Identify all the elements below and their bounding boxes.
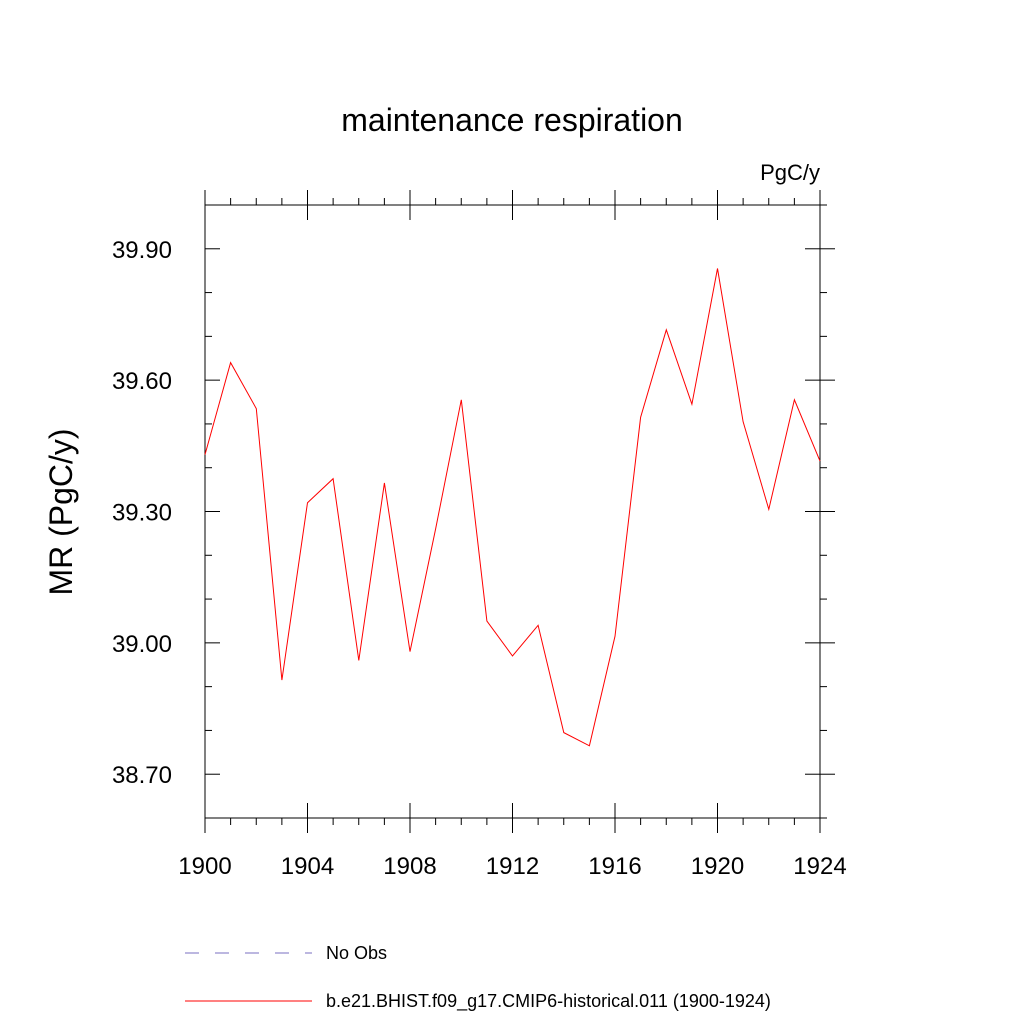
series-line	[204, 268, 821, 747]
legend-label: b.e21.BHIST.f09_g17.CMIP6-historical.011…	[326, 991, 771, 1012]
y-tick-label: 39.30	[112, 500, 172, 527]
x-tick-label: 1908	[383, 853, 436, 880]
y-tick-label: 39.90	[112, 237, 172, 264]
x-tick-label: 1924	[793, 853, 846, 880]
y-tick-label: 38.70	[112, 762, 172, 789]
legend-label: No Obs	[326, 943, 387, 963]
units-label: PgC/y	[760, 160, 820, 185]
x-tick-label: 1904	[281, 853, 334, 880]
tick-labels: 1900 1904 1908 1912 1916 1920 1924 38.70 39.00 39…	[112, 237, 847, 880]
x-tick-label: 1912	[486, 853, 539, 880]
axis-ticks	[204, 190, 835, 833]
x-tick-label: 1916	[588, 853, 641, 880]
y-tick-label: 39.00	[112, 631, 172, 658]
x-tick-label: 1920	[691, 853, 744, 880]
y-axis-label: MR (PgC/y)	[43, 428, 79, 595]
plot-frame	[204, 204, 821, 819]
legend: No Obs b.e21.BHIST.f09_g17.CMIP6-historic…	[185, 943, 771, 1012]
y-tick-label: 39.60	[112, 368, 172, 395]
series-group	[204, 268, 821, 747]
chart-title: maintenance respiration	[341, 102, 683, 138]
x-tick-label: 1900	[178, 853, 231, 880]
